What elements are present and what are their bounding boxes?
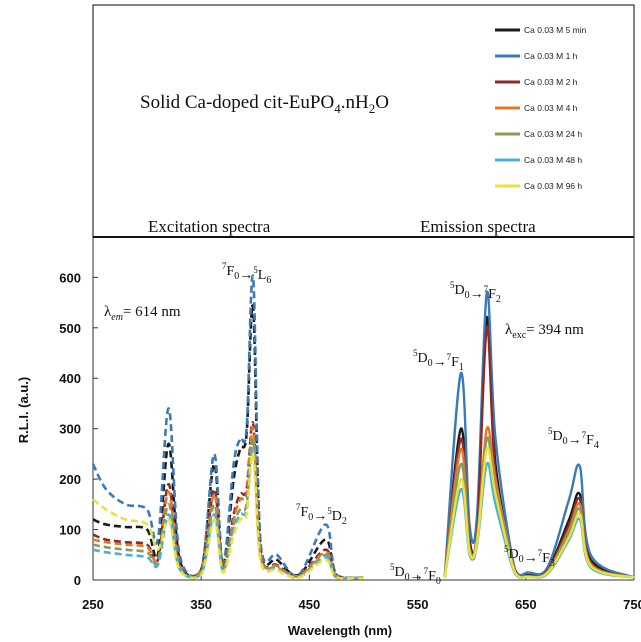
- transition-label-f1: 5D0→7F1: [413, 348, 464, 373]
- y-tick-label: 500: [59, 321, 81, 336]
- transition-label-f4: 5D0→7F4: [548, 426, 599, 451]
- excitation-line-0: [92, 304, 364, 580]
- legend-label: Ca 0.03 M 5 min: [524, 25, 587, 35]
- legend: Ca 0.03 M 5 min Ca 0.03 M 1 h Ca 0.03 M 2 …: [495, 25, 587, 191]
- lambda-exc-label: λexc= 394 nm: [505, 322, 584, 341]
- x-tick-label: 550: [407, 597, 429, 612]
- x-tick-label: 350: [190, 597, 212, 612]
- lambda-em-label: λem= 614 nm: [104, 304, 181, 323]
- x-axis-label: Wavelength (nm): [288, 623, 392, 638]
- excitation-line-1: [91, 274, 364, 580]
- emission-line-0: [443, 316, 635, 579]
- y-tick-label: 0: [74, 573, 81, 588]
- x-tick-label: 450: [299, 597, 321, 612]
- y-axis-label: R.L.I. (a.u.): [16, 377, 31, 443]
- emission-line-2: [443, 326, 635, 579]
- x-tick-label: 750: [623, 597, 641, 612]
- legend-label: Ca 0.03 M 1 h: [524, 51, 578, 61]
- x-axis: 250 350 450 550 650 750: [82, 575, 641, 612]
- transition-label-f3: 5D0→7F3: [504, 544, 555, 569]
- transition-label-f0: 5D0→7F0: [390, 562, 441, 587]
- emission-section-label: Emission spectra: [420, 217, 536, 236]
- transition-label-d2: 7F0→5D2: [296, 502, 347, 527]
- transition-label-f2: 5D0→7F2: [450, 280, 501, 305]
- legend-label: Ca 0.03 M 2 h: [524, 77, 578, 87]
- title-panel: [92, 4, 635, 238]
- legend-label: Ca 0.03 M 4 h: [524, 103, 578, 113]
- series-group: [91, 274, 635, 580]
- y-tick-label: 600: [59, 270, 81, 285]
- y-tick-label: 100: [59, 523, 81, 538]
- chart-title: Solid Ca-doped cit-EuPO4.nH2O: [140, 92, 389, 116]
- emission-line-5: [443, 461, 635, 579]
- y-tick-label: 400: [59, 371, 81, 386]
- transition-label-l6: 7F0→5L6: [222, 261, 271, 286]
- legend-label: Ca 0.03 M 96 h: [524, 181, 582, 191]
- x-tick-label: 650: [515, 597, 537, 612]
- y-tick-label: 300: [59, 422, 81, 437]
- legend-label: Ca 0.03 M 48 h: [524, 155, 582, 165]
- x-tick-label: 250: [82, 597, 104, 612]
- y-axis: 0 100 200 300 400 500 600: [59, 270, 98, 588]
- y-tick-label: 200: [59, 472, 81, 487]
- transition-annotations: 7F0→5L6 7F0→5D2 5D0→7F0 5D0→7F1 5D0→7F2 5D0→7…: [222, 261, 599, 587]
- legend-label: Ca 0.03 M 24 h: [524, 129, 582, 139]
- emission-line-6: [443, 446, 635, 579]
- emission-line-1: [443, 290, 635, 579]
- excitation-section-label: Excitation spectra: [148, 217, 271, 236]
